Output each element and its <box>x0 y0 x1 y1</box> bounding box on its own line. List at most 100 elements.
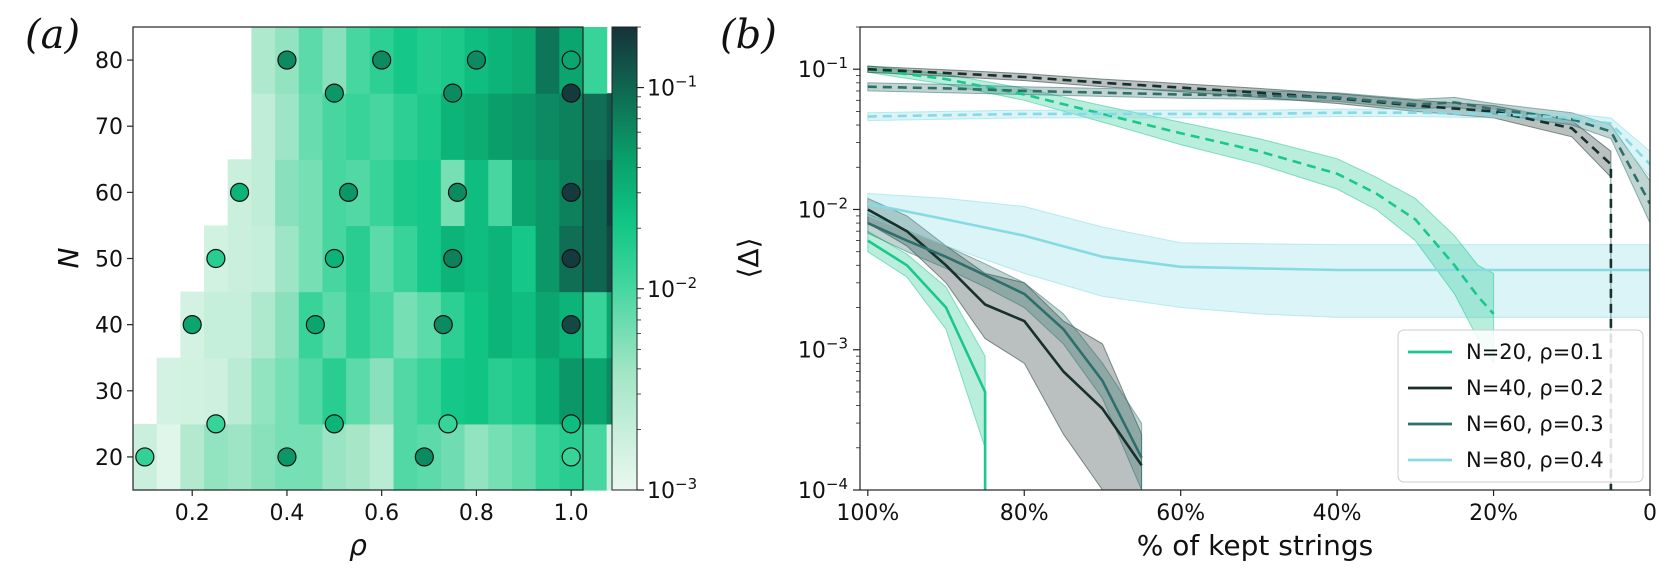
colorbar-tick-label-base: 10 <box>647 479 675 504</box>
series-line <box>867 208 1143 467</box>
heatmap-point <box>277 50 297 70</box>
heatmap-point <box>229 182 250 202</box>
heatmap-cell <box>393 27 418 94</box>
heatmap-cell <box>393 357 418 425</box>
line-x-tick-label: 40% <box>1313 501 1362 526</box>
heatmap-cell <box>535 27 560 94</box>
heatmap-point <box>206 248 226 269</box>
heatmap-cell <box>369 93 395 160</box>
heatmap-point <box>466 50 487 70</box>
heatmap-cell <box>440 93 466 160</box>
series-line-dashed <box>867 67 1495 315</box>
line-y-tick-label-base: 10 <box>798 58 826 83</box>
colorbar-tick-label: 10−2 <box>647 274 697 303</box>
heatmap-cell <box>298 159 324 227</box>
heatmap-cell <box>440 27 466 94</box>
heatmap-y-tick-label: 20 <box>95 446 123 471</box>
heatmap-y-tick-label: 30 <box>95 380 123 405</box>
heatmap-point <box>206 414 226 434</box>
heatmap-cell <box>298 357 324 425</box>
heatmap-point <box>338 182 359 202</box>
heatmap-cell <box>559 93 584 160</box>
legend-label: N=80, ρ=0.4 <box>1466 448 1604 472</box>
error-band <box>867 192 1650 318</box>
heatmap-y-tick-label: 40 <box>95 314 123 339</box>
heatmap-cell <box>204 357 229 425</box>
heatmap-cell <box>511 93 537 160</box>
line-frame <box>859 26 1651 491</box>
heatmap-cell <box>393 291 418 359</box>
heatmap-point <box>135 447 155 467</box>
heatmap-point <box>561 447 581 467</box>
heatmap-cell <box>488 291 513 359</box>
heatmap-cell <box>251 27 276 94</box>
heatmap-cell <box>180 423 205 491</box>
heatmap-cell <box>298 27 324 94</box>
colorbar-tick-label: 10−3 <box>647 475 697 504</box>
line-y-tick-label-base: 10 <box>798 198 826 223</box>
series-line-dashed <box>867 67 1613 490</box>
heatmap-cell <box>204 291 229 359</box>
heatmap-point <box>561 182 581 202</box>
line-bands <box>867 65 1650 490</box>
heatmap-cell <box>251 93 276 160</box>
heatmap-cell <box>298 423 324 491</box>
line-y-tick-label-exp: −3 <box>826 335 848 353</box>
heatmap-cell <box>583 225 608 293</box>
heatmap-cell <box>180 357 205 425</box>
line-y-tick-label-base: 10 <box>798 339 826 364</box>
heatmap-cell <box>583 423 608 491</box>
line-x-tick-label: 60% <box>1156 501 1205 526</box>
heatmap-cell <box>369 159 395 227</box>
heatmap-cell <box>535 357 560 425</box>
line-y-tick-label-exp: −2 <box>826 194 848 212</box>
heatmap-cell <box>322 357 347 425</box>
colorbar-gradient <box>611 26 638 491</box>
heatmap-point <box>414 447 434 467</box>
panel-label-b: (b) <box>720 12 777 58</box>
heatmap-point <box>277 447 297 467</box>
heatmap-cell <box>464 93 489 160</box>
heatmap-cell <box>251 225 276 293</box>
heatmap-cell <box>251 159 276 227</box>
heatmap-cell <box>275 93 300 160</box>
heatmap-cell <box>488 27 513 94</box>
line-x-tick-label: 80% <box>1000 501 1049 526</box>
heatmap-cell <box>417 357 442 425</box>
heatmap-cell <box>488 93 513 160</box>
heatmap-point <box>438 414 458 434</box>
heatmap-cell <box>440 357 466 425</box>
heatmap-x-tick-label: 0.4 <box>269 501 304 526</box>
heatmap-y-tick-label: 50 <box>95 248 123 273</box>
heatmap-cell <box>535 93 560 160</box>
heatmap-point <box>561 83 581 103</box>
heatmap-cell <box>204 423 229 491</box>
heatmap-cell <box>464 357 489 425</box>
legend: N=20, ρ=0.1 N=40, ρ=0.2 N=60, ρ=0.3 N=80, ρ… <box>1397 329 1644 483</box>
line-x-tick-label: 0 <box>1643 501 1657 526</box>
heatmap-x-tick-label: 0.2 <box>175 501 210 526</box>
heatmap-cell <box>440 423 466 491</box>
heatmap-cell <box>417 27 442 94</box>
line-y-tick-label: 10−1 <box>798 54 848 83</box>
heatmap-cell <box>583 93 608 160</box>
heatmap-cell <box>369 357 395 425</box>
heatmap-cell <box>156 423 181 491</box>
heatmap-cell <box>251 423 276 491</box>
heatmap-y-tick-label: 80 <box>95 49 123 74</box>
heatmap-x-tick-label: 0.6 <box>364 501 399 526</box>
heatmap-cell <box>488 159 513 227</box>
heatmap-cell <box>227 291 253 359</box>
heatmap-cell <box>583 357 608 425</box>
heatmap-points <box>135 50 581 467</box>
heatmap-cell <box>535 159 560 227</box>
heatmap-point <box>324 83 344 103</box>
heatmap-cell <box>369 423 395 491</box>
heatmap-cell <box>393 225 418 293</box>
heatmap-point <box>561 50 581 70</box>
heatmap-point <box>561 414 581 434</box>
heatmap-cell <box>251 357 276 425</box>
colorbar-tick-label: 10−1 <box>647 73 697 102</box>
heatmap-cell <box>322 423 347 491</box>
heatmap-cell <box>275 159 300 227</box>
